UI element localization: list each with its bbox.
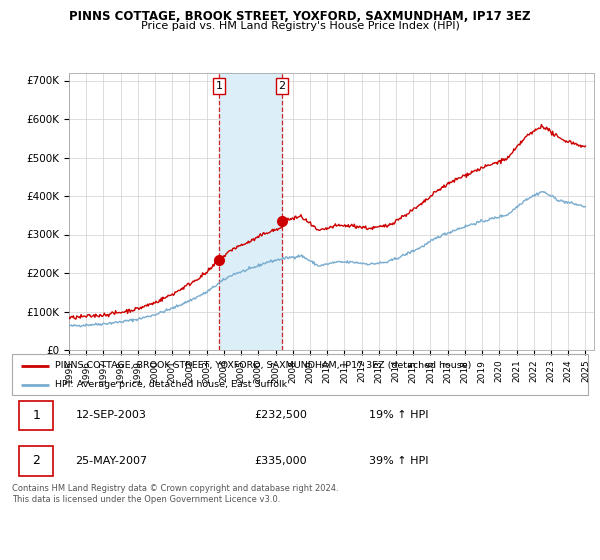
Text: 1: 1 bbox=[215, 81, 223, 91]
FancyBboxPatch shape bbox=[19, 446, 53, 475]
Bar bbox=[219, 73, 282, 350]
Text: 25-MAY-2007: 25-MAY-2007 bbox=[76, 456, 148, 466]
Text: £232,500: £232,500 bbox=[254, 410, 307, 421]
Text: Contains HM Land Registry data © Crown copyright and database right 2024.
This d: Contains HM Land Registry data © Crown c… bbox=[12, 484, 338, 504]
Text: 2: 2 bbox=[278, 81, 286, 91]
FancyBboxPatch shape bbox=[19, 401, 53, 430]
Text: 1: 1 bbox=[32, 409, 40, 422]
Text: 19% ↑ HPI: 19% ↑ HPI bbox=[369, 410, 428, 421]
Text: PINNS COTTAGE, BROOK STREET, YOXFORD, SAXMUNDHAM, IP17 3EZ: PINNS COTTAGE, BROOK STREET, YOXFORD, SA… bbox=[69, 10, 531, 23]
Text: PINNS COTTAGE, BROOK STREET, YOXFORD, SAXMUNDHAM, IP17 3EZ (detached house): PINNS COTTAGE, BROOK STREET, YOXFORD, SA… bbox=[55, 361, 472, 370]
Text: £335,000: £335,000 bbox=[254, 456, 307, 466]
Text: 2: 2 bbox=[32, 454, 40, 468]
Text: 12-SEP-2003: 12-SEP-2003 bbox=[76, 410, 146, 421]
Text: HPI: Average price, detached house, East Suffolk: HPI: Average price, detached house, East… bbox=[55, 380, 287, 389]
Text: 39% ↑ HPI: 39% ↑ HPI bbox=[369, 456, 428, 466]
Text: Price paid vs. HM Land Registry's House Price Index (HPI): Price paid vs. HM Land Registry's House … bbox=[140, 21, 460, 31]
